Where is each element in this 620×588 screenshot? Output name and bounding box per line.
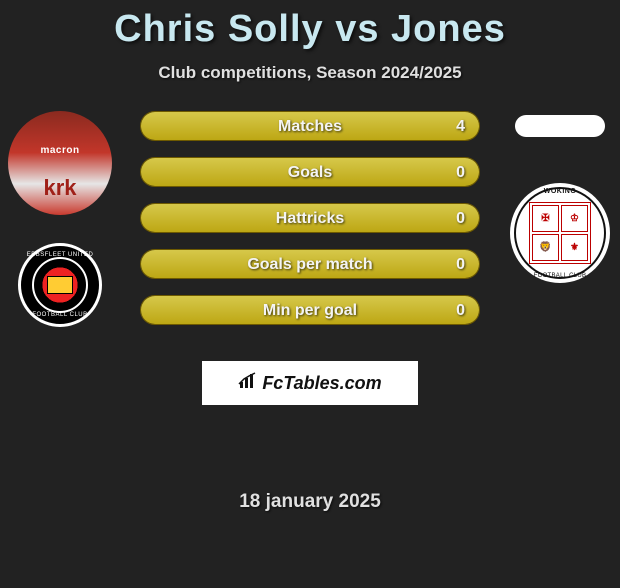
player1-column: macron krk EBBSFLEET UNITED FOOTBALL CLU… <box>0 111 120 327</box>
stat-label: Hattricks <box>276 204 344 233</box>
stat-value-player1: 0 <box>456 250 465 279</box>
player2-photo-placeholder <box>515 115 605 137</box>
fctables-logo: FcTables.com <box>202 361 418 405</box>
stats-bars: Matches 4 Goals 0 Hattricks 0 Goals per match 0… <box>140 111 480 341</box>
jersey-sponsor: krk <box>43 175 76 201</box>
player1-club-badge: EBBSFLEET UNITED FOOTBALL CLUB <box>18 243 102 327</box>
stat-label: Min per goal <box>263 296 357 325</box>
player1-photo: macron krk <box>8 111 112 215</box>
club1-inner-icon <box>47 276 73 294</box>
stat-row: Matches 4 <box>140 111 480 141</box>
stat-value-player1: 0 <box>456 158 465 187</box>
club2-bottom-text: FOOTBALL CLUB <box>534 273 587 279</box>
stat-value-player1: 0 <box>456 204 465 233</box>
club1-ring-bottom: FOOTBALL CLUB <box>32 312 87 318</box>
date-label: 18 january 2025 <box>0 491 620 513</box>
shield-q3: 🦁 <box>532 234 559 261</box>
stat-label: Goals per match <box>247 250 372 279</box>
stat-row: Hattricks 0 <box>140 203 480 233</box>
comparison-content: macron krk EBBSFLEET UNITED FOOTBALL CLU… <box>0 111 620 461</box>
shield-q4: ⚜ <box>561 234 588 261</box>
jersey-brand: macron <box>40 145 79 156</box>
page-title: Chris Solly vs Jones <box>0 8 620 51</box>
stat-value-player1: 0 <box>456 296 465 325</box>
shield-q1: ✠ <box>532 205 559 232</box>
stat-row: Goals 0 <box>140 157 480 187</box>
stat-label: Matches <box>278 112 342 141</box>
club2-top-text: WOKING <box>544 188 577 195</box>
club2-outer-ring <box>514 187 606 279</box>
player2-column: WOKING FOOTBALL CLUB ✠ ♔ 🦁 ⚜ <box>500 111 620 283</box>
subtitle: Club competitions, Season 2024/2025 <box>0 63 620 83</box>
fctables-text: FcTables.com <box>262 373 381 394</box>
chart-icon <box>238 372 258 395</box>
player2-club-badge: WOKING FOOTBALL CLUB ✠ ♔ 🦁 ⚜ <box>510 183 610 283</box>
stat-row: Goals per match 0 <box>140 249 480 279</box>
stat-value-player1: 4 <box>456 112 465 141</box>
stat-row: Min per goal 0 <box>140 295 480 325</box>
club1-ring-top: EBBSFLEET UNITED <box>27 252 94 258</box>
shield-q2: ♔ <box>561 205 588 232</box>
stat-label: Goals <box>288 158 332 187</box>
